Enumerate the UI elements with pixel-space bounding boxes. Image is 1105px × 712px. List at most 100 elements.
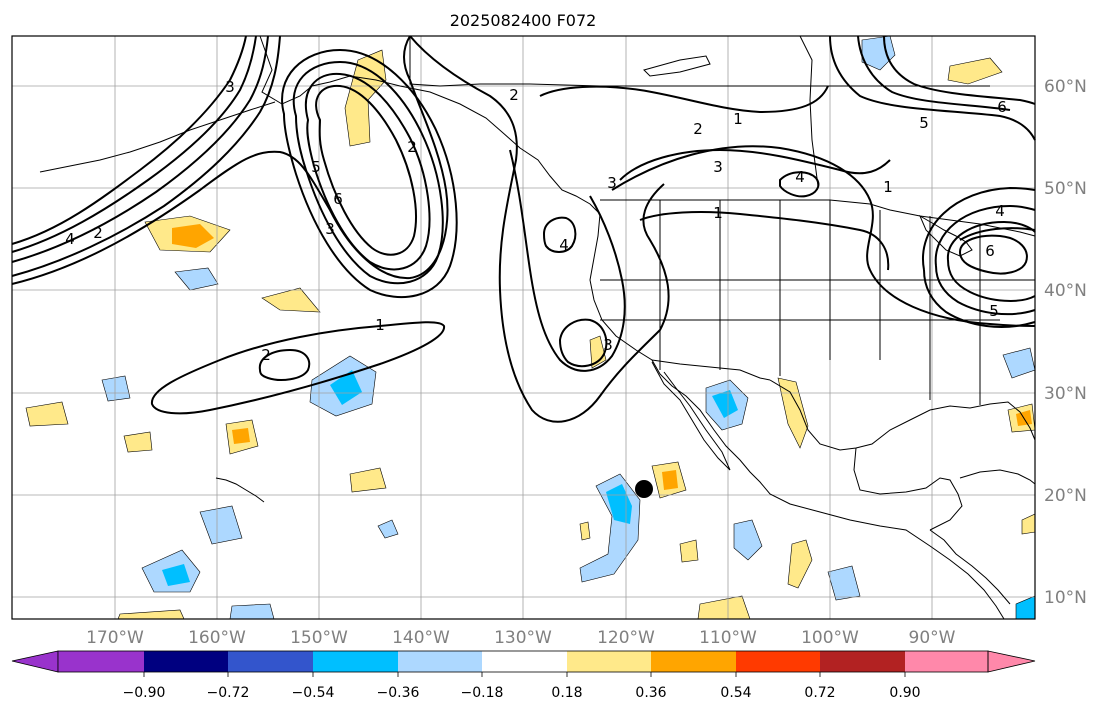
alaska-coast [259,35,601,215]
contour-canada-4 [779,171,820,198]
colorbar-segment [736,651,820,672]
lat-label-40n: 40°N [1044,281,1087,301]
map-frame-background [12,36,1035,619]
map-title: 2025082400 F072 [450,11,597,30]
colorbar-tick-label: 0.72 [804,685,835,701]
contour-canada-2 [619,148,891,181]
colorbar-tick-label: 0.36 [635,685,666,701]
cuba [959,469,1036,485]
colorbar-segment [905,651,988,672]
lat-label-20n: 20°N [1044,486,1087,506]
yellow-field-east-pacific-1 [349,467,387,493]
contour-gulf-alaska-1 [315,84,417,256]
contour-northeast-1 [829,35,1036,141]
colorbar-border [57,650,989,673]
contour-gulf-alaska-2 [305,72,431,271]
location-marker-dot [635,480,653,498]
colorbar: −0.90 −0.72 −0.54 −0.36 −0.18 0.18 0.36 … [11,650,1036,701]
contour-label: 2 [407,138,417,156]
contour-label: 6 [997,98,1007,116]
contour-westcoast-2 [509,149,626,372]
west-coast-us [589,213,1005,620]
colorbar-right-tip [987,650,1036,673]
blue-field-bottom-1 [229,603,275,620]
colorbar-tick-label: 0.54 [720,685,751,701]
contour-east-low-4 [934,204,1036,316]
contour-label: 4 [65,230,75,248]
colorbar-segment [58,651,144,672]
contour-label: 4 [795,168,805,186]
yellow-field-small-b [679,539,699,563]
contour-east-low-5 [921,186,1036,328]
lon-label-150w: 150°W [290,628,348,648]
colorbar-tick-label: −0.18 [461,685,504,701]
colorbar-tick-label: −0.90 [123,685,166,701]
contour-bering-4 [11,35,281,277]
blue-field-baja-core [712,390,738,418]
lat-label-30n: 30°N [1044,384,1087,404]
colorbar-tick-label: −0.72 [207,685,250,701]
blue-field-nw-top [861,35,896,71]
contour-canada-1 [539,85,829,114]
contour-label: 6 [333,190,343,208]
contour-east-low-3 [946,220,1036,302]
contour-label: 3 [603,336,613,354]
lon-label-110w: 110°W [699,628,757,648]
contour-label: 2 [509,86,519,104]
map-frame-border [11,35,1036,620]
gulf-of-mexico-coast [769,379,1036,451]
colorbar-segment [398,651,482,672]
lat-label-50n: 50°N [1044,179,1087,199]
orange-core-hawaii-nw [232,428,250,444]
colorbar-tick-labels: −0.90 −0.72 −0.54 −0.36 −0.18 0.18 0.36 … [123,685,921,701]
orange-core-pacific-nw [172,224,214,248]
orange-core-east-pacific-2 [662,470,678,490]
yellow-field-canada-ne [947,57,1003,85]
colorbar-segment [482,651,567,672]
contour-bering-3 [11,35,269,263]
blue-field-small-4 [733,519,763,561]
contour-label: 3 [713,158,723,176]
contour-label: 2 [93,224,103,242]
shaded-anomaly-fields [25,35,1036,620]
blue-field-subtropical-2-core [162,564,190,586]
lon-label-130w: 130°W [494,628,552,648]
great-lakes [918,214,973,257]
contour-subtropical-1 [150,321,446,415]
colorbar-segment [651,651,736,672]
contour-gulf-alaska-4 [281,48,458,299]
contour-label: 3 [225,78,235,96]
contour-label: 4 [995,202,1005,220]
contour-label: 3 [607,174,617,192]
blue-field-small-5 [827,565,861,601]
colorbar-tick-label: −0.54 [292,685,335,701]
colorbar-segment [313,651,398,672]
contour-label: 3 [325,220,335,238]
colorbar-tick-label: −0.36 [377,685,420,701]
contour-canada-3 [611,145,1036,327]
contour-label: 1 [733,110,743,128]
lat-label-60n: 60°N [1044,77,1087,97]
longitude-labels: 170°W 160°W 150°W 140°W 130°W 120°W 110°… [86,628,956,648]
yellow-field-west-2 [123,431,153,453]
lon-label-120w: 120°W [597,628,655,648]
contour-label: 2 [693,120,703,138]
contour-label: 5 [919,114,929,132]
colorbar-left-arrow [11,650,59,673]
lat-label-10n: 10°N [1044,588,1087,608]
contour-gulf-alaska-3 [292,60,444,285]
lon-label-90w: 90°W [909,628,956,648]
blue-field-central-pacific-core [330,370,362,405]
colorbar-segment [144,651,228,672]
contour-bering-1 [11,35,247,245]
contour-label: 2 [261,346,271,364]
central-america [929,529,1011,605]
yellow-field-small-c [787,539,813,589]
lon-label-100w: 100°W [801,628,859,648]
contour-labels: 1 1 1 1 2 2 2 2 2 3 3 3 3 3 4 4 4 4 5 5 … [65,78,1007,364]
contour-westcoast-1 [409,35,670,423]
yellow-field-gulf-west [777,377,809,449]
lon-label-170w: 170°W [86,628,144,648]
colorbar-tick-label: 0.90 [889,685,920,701]
contour-northeast-3 [883,35,1036,105]
